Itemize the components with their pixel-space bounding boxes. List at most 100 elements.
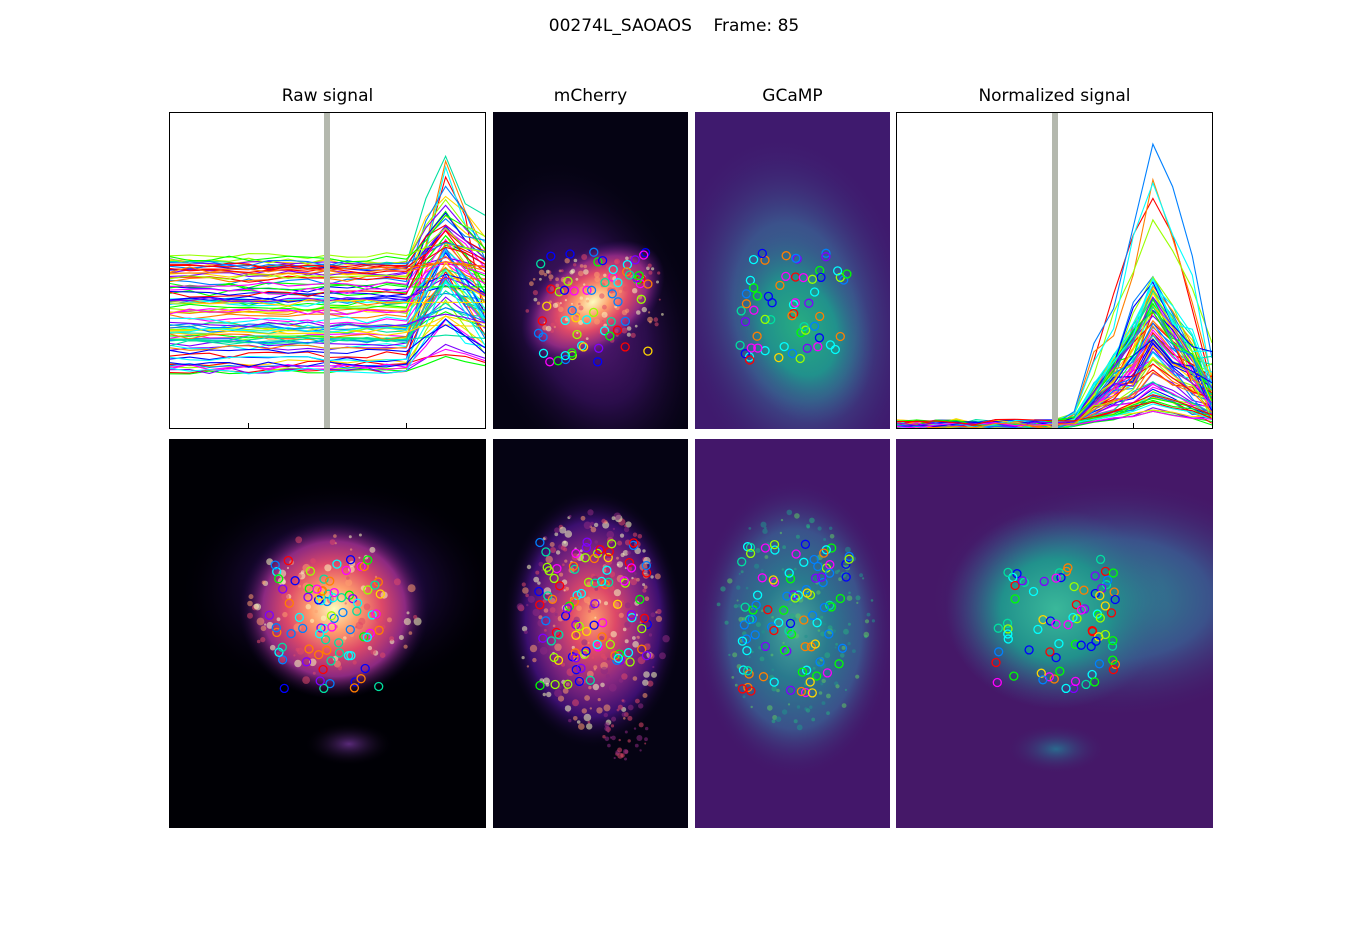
roi-marker [1087,625,1097,636]
roi-marker [607,289,617,299]
roi-marker [349,683,360,693]
roi-marker [374,681,384,692]
roi-marker [570,648,580,658]
roi-marker [784,568,794,578]
roi-marker [538,633,548,643]
roi-marker [622,259,633,270]
roi-marker [1100,601,1110,611]
roi-marker [319,683,329,694]
roi-marker [363,585,373,595]
roi-marker [815,657,825,667]
roi-marker [750,630,760,640]
roi-marker [757,248,767,259]
roi-marker [535,537,545,548]
roi-marker [1055,666,1065,676]
roi-marker [589,247,599,257]
roi-marker [613,277,623,288]
roi-marker [769,539,780,550]
roi-marker [620,316,631,326]
roi-marker [819,548,829,558]
roi-marker [605,331,615,341]
mcherry-side-view [169,439,486,828]
roi-marker [749,283,759,293]
roi-marker [326,656,336,666]
roi-marker [737,636,748,646]
roi-marker [740,349,750,359]
roi-marker [813,342,823,352]
roi-marker [578,342,589,352]
roi-marker [751,600,761,610]
roi-marker [636,294,646,304]
roi-marker [571,313,581,323]
roi-marker [345,555,356,565]
roi-marker [826,602,837,612]
roi-marker [748,254,759,265]
roi-marker [559,285,570,295]
roi-marker [1017,576,1027,586]
roi-marker [356,674,366,684]
roi-marker [554,630,564,640]
roi-marker [752,291,763,301]
roi-marker [629,538,639,548]
roi-marker [746,686,756,696]
roi-marker [804,298,814,308]
roi-marker [1108,568,1118,578]
trace-line [897,395,1212,428]
roi-marker [795,353,805,364]
roi-marker [283,555,293,566]
roi-marker [822,668,833,678]
roi-marker [770,545,780,555]
roi-marker [1068,612,1078,623]
raw-x-tick [406,423,407,428]
roi-marker [277,655,288,665]
roi-marker [807,274,818,284]
roi-marker [779,605,789,615]
roi-marker [798,272,809,283]
roi-marker [1024,645,1034,655]
roi-marker [534,586,544,597]
roi-marker [597,632,607,642]
roi-marker [818,577,828,588]
roi-marker [790,298,800,308]
roi-marker [1108,655,1118,665]
normalized-signal-title: Normalized signal [978,86,1131,106]
roi-marker [641,650,652,661]
roi-marker [740,602,750,612]
roi-marker [336,592,347,603]
roi-marker [1095,554,1106,565]
roi-marker [314,629,325,639]
roi-marker [830,344,840,355]
roi-marker [643,279,653,289]
roi-marker [760,314,770,325]
roi-marker [1063,620,1073,630]
roi-marker [812,618,822,628]
roi-marker [371,609,381,619]
roi-marker [319,574,329,584]
roi-marker [1051,619,1061,629]
mcherry-max-projection [493,439,688,828]
roi-marker [763,291,774,302]
roi-marker [821,252,831,262]
roi-marker [607,539,617,549]
roi-marker [322,645,332,655]
roi-marker [1003,624,1013,634]
roi-marker [536,259,546,269]
roi-marker [748,605,758,615]
roi-marker [352,606,362,616]
roi-marker [736,306,746,316]
roi-marker [768,575,778,585]
roi-marker [1008,572,1018,583]
roi-marker [745,355,755,365]
roi-marker [1094,659,1105,669]
roi-marker [596,576,607,587]
roi-marker [844,554,854,564]
roi-marker [749,305,759,315]
roi-marker [816,272,826,283]
roi-marker [643,346,653,356]
roi-marker [809,554,819,565]
normalized-x-tick [1133,423,1134,428]
roi-marker [800,687,811,698]
roi-marker [565,249,575,259]
roi-marker [564,601,575,611]
roi-marker [588,307,599,318]
